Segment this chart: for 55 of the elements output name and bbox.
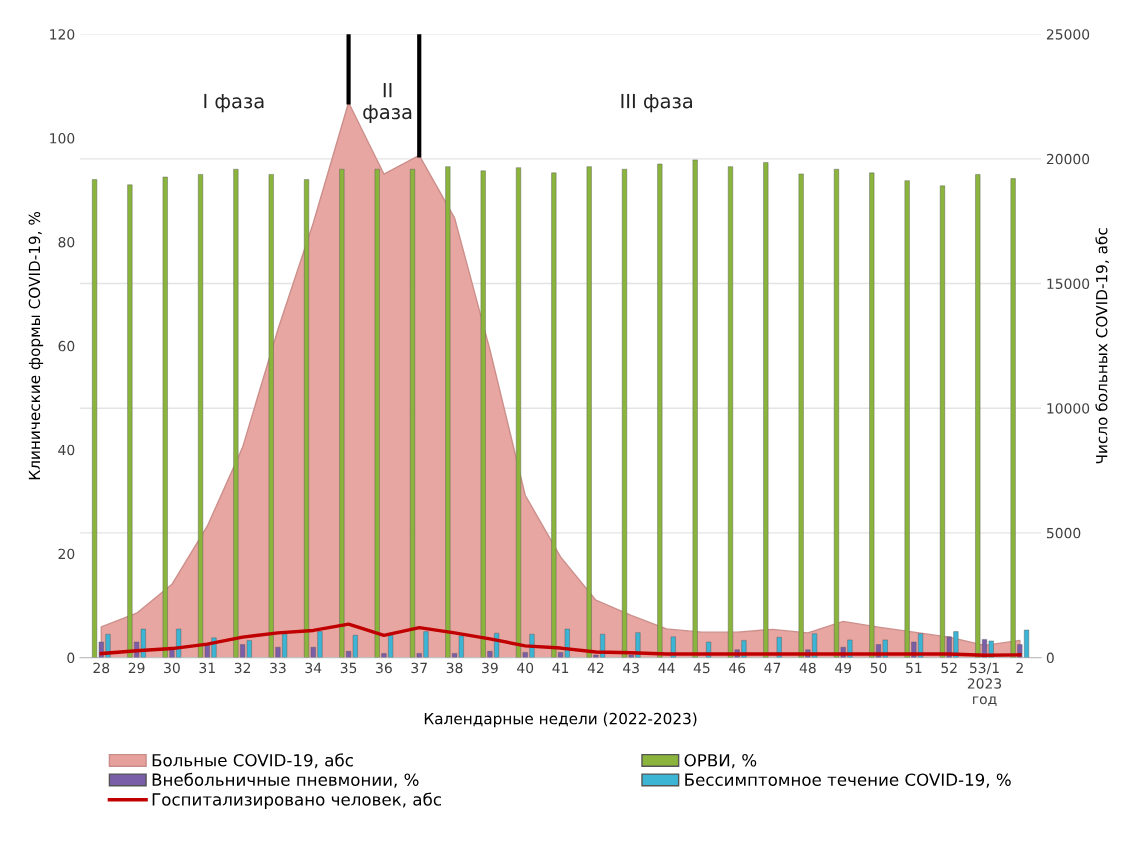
x-tick-label: 33	[270, 662, 286, 674]
x-tick-label: 29	[128, 662, 145, 674]
y2-tick-label: 20000	[1046, 153, 1090, 165]
x-tick-label: 51	[906, 662, 922, 674]
x-tick-label: 38	[446, 662, 463, 674]
bar	[657, 163, 663, 658]
x-tick-label: 32	[234, 662, 251, 674]
y-tick-label: 40	[58, 444, 75, 456]
y-axis-title: Клинические формы COVID-19, %	[28, 211, 44, 480]
line-series	[99, 622, 1022, 658]
x-tick-label: 47	[764, 662, 781, 673]
annotation: II фаза	[363, 83, 412, 124]
x-tick-label: 30	[164, 662, 180, 674]
x-tick-label: 31	[199, 662, 215, 674]
x-tick-label: 39	[482, 662, 498, 674]
x-tick-label: 36	[376, 662, 392, 674]
y-tick-label: 80	[58, 236, 75, 248]
legend-label: Бессимптомное течение COVID-19, %	[685, 773, 1011, 788]
y-tick-label: 100	[50, 133, 75, 144]
x-tick-label: 43	[623, 662, 639, 674]
annotation: I фаза	[204, 93, 264, 113]
x-tick-label: 34	[305, 662, 322, 674]
y2-axis-title: Число больных COVID-19, абс	[1095, 228, 1110, 464]
x-tick-label: 49	[835, 662, 852, 674]
x-tick-label: 46	[729, 662, 746, 674]
y-tick-label: 120	[50, 29, 75, 40]
legend-label: ОРВИ, %	[684, 753, 757, 769]
x-tick-label: 48	[799, 662, 816, 674]
bar	[763, 162, 769, 658]
x-tick-label: 37	[411, 662, 427, 674]
x-axis-title: Календарные недели (2022-2023)	[424, 712, 697, 728]
annotation: III фаза	[621, 93, 692, 113]
x-tick-label: 42	[587, 662, 604, 673]
y-tick-label: 20	[58, 548, 75, 560]
y-tick-label: 60	[58, 340, 75, 352]
y2-tick-label: 5000	[1046, 527, 1081, 539]
y2-tick-label: 10000	[1047, 403, 1090, 414]
y-tick-label: 0	[67, 652, 75, 664]
bar	[692, 159, 698, 658]
x-tick-label: 35	[340, 662, 357, 674]
legend-label: Внебольничные пневмонии, %	[152, 772, 419, 788]
x-tick-label: 28	[93, 662, 110, 674]
x-tick-label: 52	[941, 662, 957, 674]
x-tick-label: 50	[870, 662, 887, 674]
x-tick-label: 53/1 2023 год	[967, 662, 1002, 707]
x-tick-label: 45	[693, 662, 710, 674]
y2-tick-label: 25000	[1046, 29, 1090, 40]
y2-tick-label: 0	[1046, 652, 1054, 664]
x-tick-label: 2	[1016, 662, 1023, 673]
x-tick-label: 40	[517, 662, 534, 674]
legend-label: Госпитализировано человек, абс	[152, 792, 441, 809]
y2-tick-label: 15000	[1047, 278, 1090, 289]
x-tick-label: 44	[658, 662, 675, 673]
x-tick-label: 41	[552, 662, 569, 673]
legend-label: Больные COVID-19, абс	[152, 753, 353, 769]
